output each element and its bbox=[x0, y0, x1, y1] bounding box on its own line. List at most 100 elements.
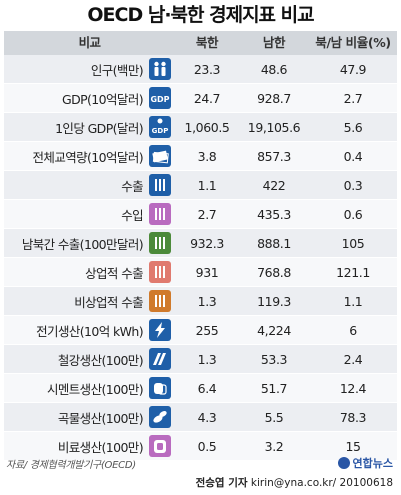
credit-line: 전승엽 기자 kirin@yna.co.kr/ 20100618 bbox=[196, 475, 393, 490]
indicator-table: 비교 북한 남한 북/남 비율(%) 인구(백만) 23.3 48.6 47.9 GDP… bbox=[4, 31, 397, 461]
south-korea-value: 3.2 bbox=[264, 438, 284, 454]
ratio-value: 2.4 bbox=[343, 351, 363, 367]
lightning-icon bbox=[149, 319, 171, 341]
table-row: 남북간 수출(100만달러) 932.3 888.1 105 bbox=[4, 229, 397, 258]
ratio-value: 0.6 bbox=[343, 206, 363, 222]
ratio-value: 121.1 bbox=[336, 264, 370, 280]
row-icon-cell bbox=[145, 261, 175, 283]
north-korea-value: 1,060.5 bbox=[184, 119, 230, 135]
row-icon-cell bbox=[145, 406, 175, 428]
north-korea-value: 931 bbox=[195, 264, 219, 280]
south-korea-value: 53.3 bbox=[260, 351, 288, 367]
row-icon-cell bbox=[145, 232, 175, 254]
north-korea-value: 1.3 bbox=[197, 351, 217, 367]
north-korea-value: 4.3 bbox=[197, 409, 217, 425]
logo-mark-icon bbox=[337, 457, 350, 469]
fertilizer-icon bbox=[149, 435, 171, 457]
north-korea-value: 3.8 bbox=[197, 148, 217, 164]
row-icon-cell: GDP bbox=[145, 116, 175, 138]
import-icon bbox=[149, 203, 171, 225]
header-south-korea: 남한 bbox=[262, 35, 286, 50]
inter-korean-export-icon bbox=[149, 232, 171, 254]
south-korea-value: 422 bbox=[262, 177, 286, 193]
row-label: 전체교역량(10억달러) bbox=[32, 149, 144, 165]
non-commercial-export-icon bbox=[149, 290, 171, 312]
north-korea-value: 1.3 bbox=[197, 293, 217, 309]
export-icon bbox=[149, 174, 171, 196]
ratio-value: 2.7 bbox=[343, 90, 363, 106]
row-label: 비상업적 수출 bbox=[74, 294, 143, 310]
south-korea-value: 857.3 bbox=[257, 148, 291, 164]
table-row: 수출 1.1 422 0.3 bbox=[4, 171, 397, 200]
south-korea-value: 928.7 bbox=[257, 90, 291, 106]
row-label: 수입 bbox=[121, 207, 143, 223]
table-header: 비교 북한 남한 북/남 비율(%) bbox=[4, 31, 397, 55]
row-label: 수출 bbox=[121, 178, 143, 194]
south-korea-value: 19,105.6 bbox=[247, 119, 301, 135]
source-note: 자료/ 경제협력개발기구(OECD) bbox=[6, 460, 136, 471]
south-korea-value: 119.3 bbox=[257, 293, 291, 309]
table-row: 상업적 수출 931 768.8 121.1 bbox=[4, 258, 397, 287]
table-row: 시멘트생산(100만) 6.4 51.7 12.4 bbox=[4, 374, 397, 403]
row-label: 시멘트생산(100만) bbox=[46, 381, 144, 397]
ratio-value: 6 bbox=[349, 322, 357, 338]
row-icon-cell bbox=[145, 145, 175, 167]
table-row: GDP(10억달러) GDP 24.7 928.7 2.7 bbox=[4, 84, 397, 113]
ratio-value: 5.6 bbox=[343, 119, 363, 135]
ratio-value: 15 bbox=[345, 438, 361, 454]
table-row: 전체교역량(10억달러) 3.8 857.3 0.4 bbox=[4, 142, 397, 171]
ratio-value: 0.4 bbox=[343, 148, 363, 164]
north-korea-value: 0.5 bbox=[197, 438, 217, 454]
south-korea-value: 888.1 bbox=[257, 235, 291, 251]
ratio-value: 78.3 bbox=[339, 409, 367, 425]
row-icon-cell: GDP bbox=[145, 87, 175, 109]
north-korea-value: 2.7 bbox=[197, 206, 217, 222]
header-north-korea: 북한 bbox=[195, 35, 219, 50]
ratio-value: 0.3 bbox=[343, 177, 363, 193]
row-icon-cell bbox=[145, 203, 175, 225]
gdp-per-capita-icon: GDP bbox=[149, 116, 171, 138]
north-korea-value: 24.7 bbox=[193, 90, 221, 106]
table-row: 비상업적 수출 1.3 119.3 1.1 bbox=[4, 287, 397, 316]
table-row: 인구(백만) 23.3 48.6 47.9 bbox=[4, 55, 397, 84]
table-row: 곡물생산(100만) 4.3 5.5 78.3 bbox=[4, 403, 397, 432]
row-label: 1인당 GDP(달러) bbox=[55, 120, 144, 136]
row-label: 인구(백만) bbox=[90, 62, 144, 78]
ratio-value: 1.1 bbox=[343, 293, 363, 309]
south-korea-value: 435.3 bbox=[257, 206, 291, 222]
south-korea-value: 4,224 bbox=[257, 322, 291, 338]
row-icon-cell bbox=[145, 290, 175, 312]
row-icon-cell bbox=[145, 435, 175, 457]
svg-text:GDP: GDP bbox=[150, 95, 169, 104]
row-label: 전기생산(10억 kWh) bbox=[36, 323, 143, 339]
table-row: 비료생산(100만) 0.5 3.2 15 bbox=[4, 432, 397, 461]
header-ratio: 북/남 비율(%) bbox=[315, 35, 391, 50]
table-row: 1인당 GDP(달러) GDP 1,060.5 19,105.6 5.6 bbox=[4, 113, 397, 142]
steel-icon bbox=[149, 348, 171, 370]
commercial-export-icon bbox=[149, 261, 171, 283]
trade-volume-icon bbox=[149, 145, 171, 167]
row-icon-cell bbox=[145, 319, 175, 341]
row-label: 상업적 수출 bbox=[85, 265, 143, 281]
row-label: 철강생산(100만) bbox=[57, 352, 144, 368]
row-label: 곡물생산(100만) bbox=[57, 410, 144, 426]
north-korea-value: 1.1 bbox=[197, 177, 217, 193]
header-label: 비교 bbox=[78, 35, 101, 50]
south-korea-value: 48.6 bbox=[260, 61, 288, 77]
table-row: 철강생산(100만) 1.3 53.3 2.4 bbox=[4, 345, 397, 374]
row-icon-cell bbox=[145, 174, 175, 196]
table-row: 수입 2.7 435.3 0.6 bbox=[4, 200, 397, 229]
table-row: 전기생산(10억 kWh) 255 4,224 6 bbox=[4, 316, 397, 345]
north-korea-value: 6.4 bbox=[197, 380, 217, 396]
chart-title: OECD 남·북한 경제지표 비교 bbox=[87, 4, 314, 26]
reporter-name: 전승엽 기자 bbox=[195, 477, 248, 489]
reporter-contact: kirin@yna.co.kr/ 20100618 bbox=[250, 477, 393, 489]
row-label: 비료생산(100만) bbox=[57, 439, 144, 455]
svg-text:GDP: GDP bbox=[152, 127, 169, 135]
north-korea-value: 23.3 bbox=[193, 61, 221, 77]
people-icon bbox=[149, 58, 171, 80]
ratio-value: 12.4 bbox=[339, 380, 367, 396]
ratio-value: 47.9 bbox=[339, 61, 367, 77]
agency-logo: 연합뉴스 bbox=[337, 455, 393, 471]
table-body: 인구(백만) 23.3 48.6 47.9 GDP(10억달러) GDP 24.7 928.7… bbox=[4, 55, 397, 461]
